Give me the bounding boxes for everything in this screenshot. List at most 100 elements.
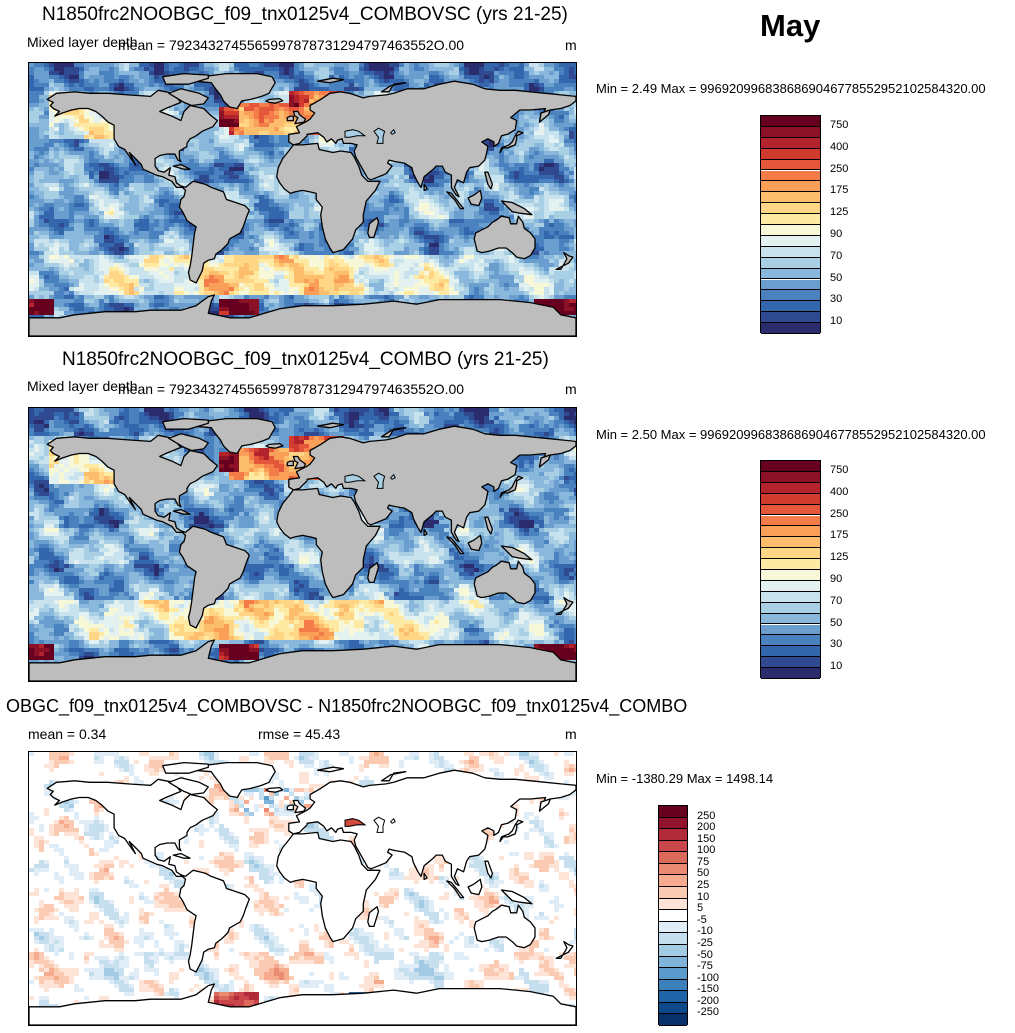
land-eurasia [288, 425, 576, 543]
sea-black [344, 129, 367, 138]
colorbar-segment [659, 979, 687, 992]
colorbar-tick-label: 10 [830, 315, 842, 327]
colorbar-tick-label: 750 [830, 464, 848, 476]
land-sumatra [446, 536, 465, 555]
land-japan [499, 819, 524, 843]
land-australia [473, 560, 536, 605]
colorbar-segment [659, 991, 687, 1003]
colorbar-segment [761, 482, 820, 494]
colorbar-tick-label: 10 [697, 891, 709, 903]
colorbar-tick-label: 70 [830, 595, 842, 607]
colorbar-segment [761, 548, 820, 560]
colorbar-segment [761, 635, 820, 647]
colorbar-segment [761, 493, 820, 505]
colorbar-tick-label: 175 [830, 529, 848, 541]
colorbar-tick-label: 250 [830, 163, 848, 175]
colorbar-tick-label: -10 [697, 925, 713, 937]
colorbar-segment [659, 956, 687, 969]
land-britain [292, 799, 307, 814]
map-canvas [29, 752, 576, 1025]
land-australia [473, 904, 536, 949]
land-iceland [265, 442, 284, 449]
map-canvas [29, 408, 576, 681]
land-cuba [172, 508, 191, 515]
panel1-mean-label: mean = 792343274556599787873129479746355… [118, 37, 464, 53]
panel3-units-label: m [565, 726, 577, 742]
colorbar-tick-label: 10 [830, 660, 842, 672]
panel1-minmax: Min = 2.49 Max = 99692099683868690467785… [596, 81, 986, 96]
colorbar-tick-label: -75 [697, 960, 713, 972]
panel2-units-label: m [565, 381, 577, 397]
colorbar-tick-label: -50 [697, 949, 713, 961]
colorbar-segment [761, 602, 820, 614]
panel2-map [28, 407, 577, 682]
colorbar-box [658, 805, 688, 1026]
sea-caspian [373, 816, 386, 833]
colorbar-segment [659, 910, 687, 922]
panel3-mean-label: mean = 0.34 [28, 726, 106, 742]
land-sumatra [446, 191, 465, 210]
land-kamchatka [538, 109, 551, 123]
land-samerica [178, 180, 250, 284]
colorbar-segment [761, 246, 820, 258]
land-newguinea [500, 200, 533, 216]
land-japan [499, 475, 524, 499]
land-borneo [467, 189, 483, 207]
land-baffin [168, 777, 209, 796]
colorbar-segment [761, 181, 820, 193]
colorbar-segment [761, 148, 820, 160]
colorbar-segment [761, 570, 820, 581]
land-novaya [380, 771, 407, 782]
land-ireland [286, 460, 295, 467]
colorbar-tick-label: -100 [697, 972, 719, 984]
colorbar-segment [659, 1014, 687, 1026]
land-newzealand [555, 251, 574, 270]
colorbar-segment [761, 312, 820, 324]
colorbar-segment [761, 526, 820, 538]
colorbar-segment [659, 887, 687, 899]
colorbar-segment [761, 159, 820, 171]
colorbar-segment [761, 301, 820, 313]
colorbar-segment [761, 657, 820, 669]
sea-caspian [373, 472, 386, 489]
land-kamchatka [538, 798, 551, 812]
colorbar-segment [761, 323, 820, 334]
land-philippines [484, 860, 494, 879]
sea-aral [389, 128, 396, 135]
land-newguinea [500, 889, 533, 905]
land-samerica [178, 525, 250, 629]
panel2-title: N1850frc2NOOBGC_f09_tnx0125v4_COMBO (yrs… [62, 349, 549, 371]
land-ireland [286, 804, 295, 811]
land-borneo [467, 878, 483, 896]
colorbar-segment [761, 591, 820, 603]
land-philippines [484, 171, 494, 190]
colorbar-tick-label: -5 [697, 914, 707, 926]
panel2-variable-label: Mixed layer depth [27, 378, 138, 394]
panel3-rmse-label: rmse = 45.43 [258, 726, 340, 742]
land-svalbard [317, 77, 345, 84]
colorbar-segment [761, 668, 820, 679]
land-iceland [265, 786, 284, 793]
colorbar-segment [761, 290, 820, 302]
colorbar-tick-label: -200 [697, 995, 719, 1007]
colorbar-segment [761, 116, 820, 127]
land-iceland [265, 97, 284, 104]
sea-aral [389, 473, 396, 480]
land-newzealand [555, 596, 574, 615]
colorbar-segment [761, 279, 820, 291]
panel3-title: OBGC_f09_tnx0125v4_COMBOVSC - N1850frc2N… [6, 696, 687, 717]
colorbar-segment [761, 461, 820, 472]
colorbar-tick-label: 250 [697, 810, 715, 822]
month-label: May [760, 8, 820, 44]
colorbar-segment [659, 933, 687, 945]
colorbar-tick-label: 150 [697, 833, 715, 845]
land-namerica [46, 778, 219, 878]
land-eurasia [288, 769, 576, 887]
colorbar-segment [761, 235, 820, 247]
panel1-title: N1850frc2NOOBGC_f09_tnx0125v4_COMBOVSC (… [42, 4, 568, 26]
colorbar-segment [659, 921, 687, 934]
land-eurasia [288, 80, 576, 198]
sea-black-anomaly [344, 818, 367, 827]
colorbar-tick-label: 50 [830, 617, 842, 629]
land-kamchatka [538, 454, 551, 468]
